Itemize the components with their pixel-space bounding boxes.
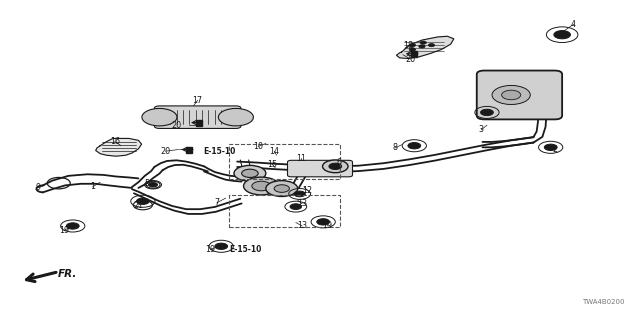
Text: 14: 14 (269, 147, 279, 156)
Circle shape (136, 198, 149, 204)
Circle shape (67, 223, 79, 229)
Circle shape (290, 204, 301, 210)
Circle shape (544, 144, 557, 150)
Circle shape (502, 90, 521, 100)
Circle shape (142, 108, 177, 126)
Circle shape (419, 45, 425, 48)
Text: E-15-10: E-15-10 (229, 245, 262, 254)
Text: 13: 13 (297, 221, 307, 230)
Text: 11: 11 (296, 154, 306, 163)
Text: 13: 13 (297, 199, 307, 208)
Text: 3: 3 (479, 125, 484, 134)
Circle shape (420, 41, 426, 44)
Polygon shape (153, 109, 173, 123)
Circle shape (408, 142, 420, 149)
Circle shape (409, 44, 415, 47)
Circle shape (481, 109, 493, 116)
Circle shape (274, 185, 289, 192)
Circle shape (409, 48, 415, 51)
Text: FR.: FR. (58, 268, 77, 279)
Text: 1: 1 (90, 182, 95, 191)
Text: 15: 15 (267, 160, 277, 169)
Bar (229, 195, 340, 227)
FancyBboxPatch shape (287, 160, 353, 177)
Text: 8: 8 (393, 143, 397, 152)
Circle shape (242, 169, 258, 178)
Text: 18: 18 (403, 41, 413, 50)
Text: 4: 4 (571, 20, 576, 29)
Text: 20: 20 (172, 121, 182, 130)
Text: 10: 10 (253, 142, 263, 151)
FancyBboxPatch shape (477, 70, 562, 119)
Circle shape (218, 108, 253, 126)
Text: 6: 6 (337, 158, 342, 167)
Circle shape (294, 191, 305, 197)
Text: 2: 2 (552, 145, 557, 154)
Text: 17: 17 (193, 96, 203, 105)
Text: 20: 20 (161, 147, 171, 156)
Text: 20: 20 (405, 55, 415, 64)
Text: 19: 19 (205, 245, 216, 254)
Circle shape (317, 219, 330, 225)
Polygon shape (96, 139, 141, 156)
Circle shape (266, 180, 298, 196)
Text: 5: 5 (144, 179, 149, 188)
Text: 7: 7 (214, 198, 220, 207)
Text: 19: 19 (323, 221, 333, 230)
Circle shape (428, 44, 435, 47)
Text: 12: 12 (302, 186, 312, 195)
Circle shape (244, 177, 279, 195)
Circle shape (492, 85, 531, 105)
FancyBboxPatch shape (154, 106, 241, 128)
Text: 19: 19 (59, 226, 69, 235)
Circle shape (148, 182, 157, 187)
Text: 9: 9 (36, 183, 41, 192)
Circle shape (329, 163, 342, 170)
Bar (229, 143, 340, 179)
Circle shape (554, 31, 570, 39)
Circle shape (234, 165, 266, 181)
Polygon shape (396, 36, 454, 59)
Text: 16: 16 (110, 137, 120, 146)
Circle shape (215, 243, 228, 250)
Circle shape (323, 160, 348, 173)
Text: E-15-10: E-15-10 (203, 147, 236, 156)
Text: 21: 21 (133, 201, 143, 210)
Circle shape (252, 181, 271, 191)
Text: TWA4B0200: TWA4B0200 (582, 299, 625, 305)
Polygon shape (228, 112, 246, 124)
